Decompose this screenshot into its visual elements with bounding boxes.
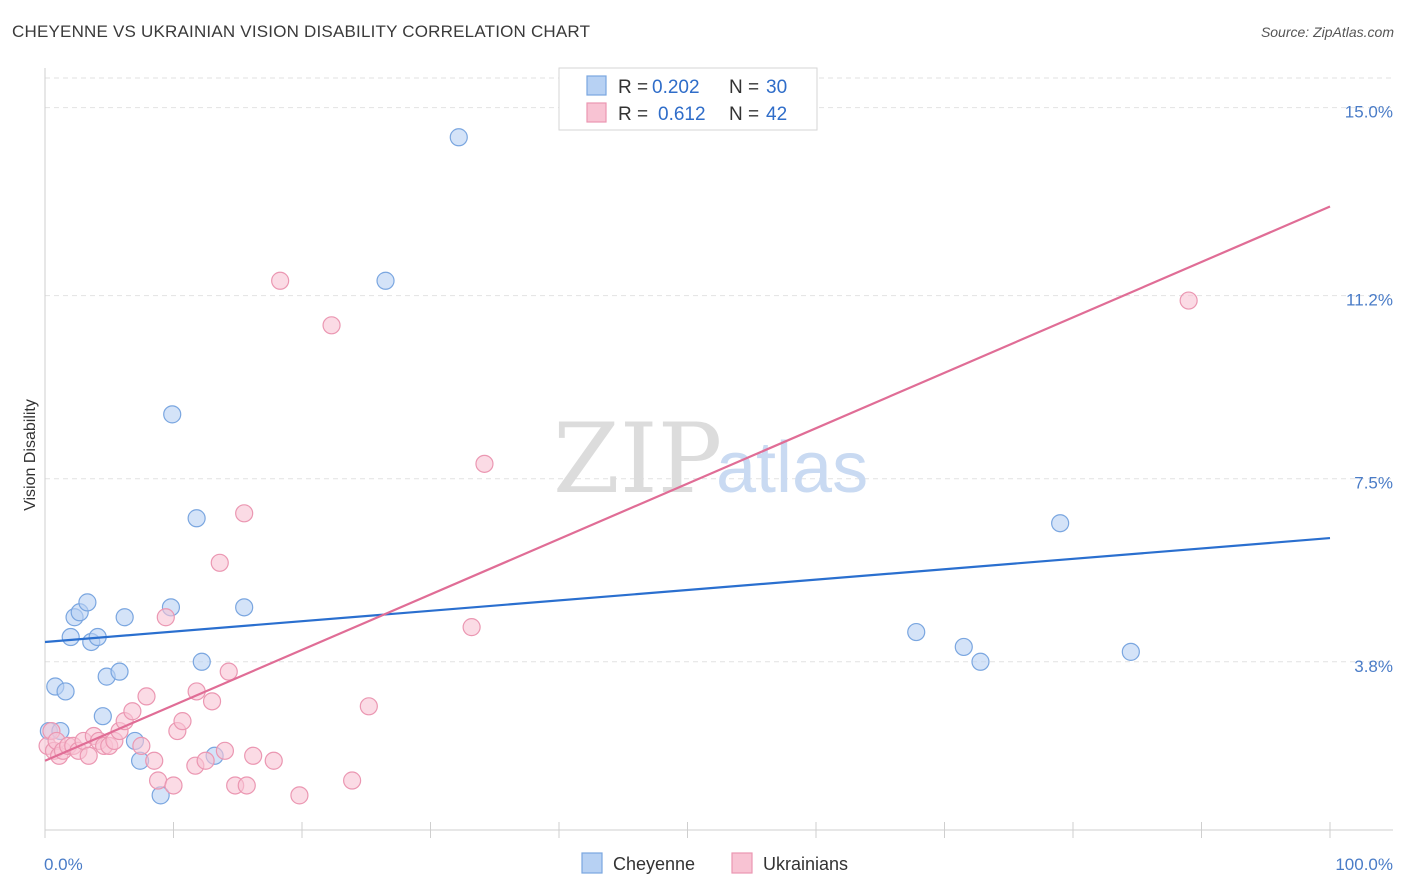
point-cheyenne-29 [1121,642,1140,661]
point-ukrainians-18 [123,702,142,721]
point-cheyenne-4 [61,627,80,647]
point-cheyenne-7 [78,593,97,612]
point-ukrainians-38 [264,751,283,770]
legend-n-value-cheyenne: 30 [766,77,787,98]
trend-line-cheyenne [44,536,1331,644]
point-ukrainians-31 [210,553,229,572]
point-cheyenne-12 [110,662,129,681]
point-ukrainians-36 [237,776,256,795]
point-ukrainians-23 [156,608,175,627]
data-points [38,128,1198,805]
point-cheyenne-19 [187,509,206,528]
point-ukrainians-29 [196,751,215,770]
y-tick-labels: 3.8% 7.5% 11.2% 15.0% [1345,103,1393,676]
watermark-zip: ZIP [553,403,722,515]
source-label: Source: ZipAtlas.com [1260,24,1394,40]
legend-n-value-ukrainians: 42 [766,104,787,125]
y-tick-label-2: 11.2% [1346,291,1393,310]
point-ukrainians-39 [271,271,290,290]
legend-box: R = 0.202 N = 30 R = 0.612 N = 42 [558,67,818,131]
point-cheyenne-13 [115,608,134,627]
watermark-atlas: atlas [716,428,868,508]
point-ukrainians-41 [322,316,341,335]
legend-r-value-ukrainians: 0.612 [658,104,706,125]
y-axis-label: Vision Disability [22,399,39,511]
point-ukrainians-35 [235,504,254,523]
grid-lines [45,77,1393,663]
x-tick-label-1: 100.0% [1335,855,1393,874]
legend-swatch-ukrainians [586,102,607,123]
point-ukrainians-19 [132,736,151,755]
point-ukrainians-32 [215,741,234,760]
x-tick-marks [44,822,1331,838]
point-ukrainians-37 [244,746,263,765]
trend-line-ukrainians [44,205,1331,762]
point-cheyenne-23 [376,271,395,290]
point-ukrainians-42 [343,771,362,790]
legend-r-label-ukrainians: R = [618,104,648,125]
bottom-legend-swatch-cheyenne [581,852,603,874]
y-tick-label-1: 7.5% [1354,474,1393,493]
bottom-legend-swatch-ukrainians [731,852,753,874]
x-tick-labels: 0.0% 100.0% [44,855,1393,874]
legend-swatch-cheyenne [586,75,607,96]
y-tick-label-0: 3.8% [1354,657,1393,676]
point-cheyenne-20 [192,652,211,671]
point-cheyenne-22 [235,598,254,617]
point-ukrainians-46 [1179,291,1198,310]
point-cheyenne-26 [954,637,973,657]
point-cheyenne-25 [907,622,926,642]
point-ukrainians-21 [145,751,164,770]
point-ukrainians-10 [79,746,98,765]
point-ukrainians-20 [137,687,156,706]
point-cheyenne-28 [1051,514,1070,533]
point-ukrainians-30 [202,692,222,711]
point-cheyenne-3 [56,682,75,701]
point-ukrainians-33 [219,662,238,681]
bottom-legend-label-ukrainians: Ukrainians [763,854,848,874]
point-ukrainians-26 [173,712,192,731]
point-ukrainians-24 [164,776,183,795]
bottom-legend-label-cheyenne: Cheyenne [613,854,695,874]
legend-r-value-cheyenne: 0.202 [652,77,700,98]
y-tick-label-3: 15.0% [1345,103,1393,122]
chart-title: CHEYENNE VS UKRAINIAN VISION DISABILITY … [12,22,591,41]
legend-r-label-cheyenne: R = [618,77,648,98]
point-ukrainians-45 [475,454,494,473]
trend-lines [44,205,1331,762]
legend-n-label-ukrainians: N = [729,104,759,125]
legend-n-label-cheyenne: N = [729,77,759,98]
point-cheyenne-10 [93,707,112,726]
point-ukrainians-22 [148,771,168,790]
point-ukrainians-44 [462,618,481,637]
point-ukrainians-43 [359,697,378,716]
point-cheyenne-27 [971,652,990,671]
point-cheyenne-24 [449,128,468,147]
bottom-legend: Cheyenne Ukrainians [581,852,848,874]
point-cheyenne-18 [163,405,182,424]
point-ukrainians-40 [290,786,309,805]
x-tick-label-0: 0.0% [44,855,83,874]
